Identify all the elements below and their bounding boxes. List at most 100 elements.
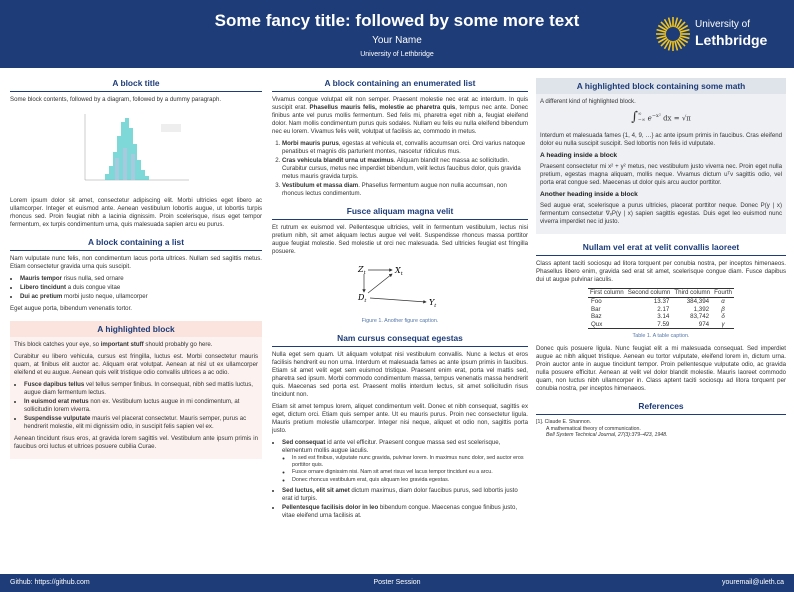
text: risus nulla, sed ornare [62,275,124,282]
block: Fusce aliquam magna velit Et rutrum ex e… [272,206,528,325]
paragraph: Donec quis posuere ligula. Nunc feugiat … [536,345,786,393]
block: References [1]. Claude E. Shannon. A mat… [536,401,786,438]
node-label: Zt [357,265,367,276]
node-sub: t [364,298,367,304]
logo-ray [657,24,668,32]
rect [137,160,141,180]
rect [131,154,135,180]
table-cell: 1,392 [693,305,710,313]
node-main: D [357,293,365,302]
footer-email[interactable]: youremail@uleth.ca [722,579,784,586]
text: a duis congue vitae [66,284,121,291]
list-item: Morbi mauris purus, egestas at vehicula … [282,140,528,156]
text: non ex. Vestibulum luctus augue in mi co… [24,398,240,413]
math-symbol: ∫ [631,109,638,125]
table-cell: Bar [590,305,601,313]
list-item: Mauris tempor risus nulla, sed ornare [20,275,262,283]
table-cell: Foo [590,297,602,305]
table-cell: 13.37 [653,297,670,305]
table-header: Fourth [712,288,734,298]
paragraph: Interdum et malesuada fames {1, 4, 9, …}… [540,132,782,148]
bold-text: Libero tincidunt [20,284,67,291]
block-title: Fusce aliquam magna velit [272,206,528,220]
logo-ray [656,35,667,40]
logo-ray [677,21,686,30]
footer-link[interactable]: Github: https://github.com [10,579,90,586]
list-item: Suspendisse vulputate mauris vel placera… [24,415,258,431]
sub-item: Fusce ornare dignissim nisi. Nam sit ame… [292,469,528,476]
table-row: Baz 3.14 83,742 δ [588,313,734,321]
table-row: Qux 7.59 974 γ [587,320,734,330]
heading: A heading inside a block [540,152,618,160]
table-header: Second column [625,288,673,298]
thead: First column Second column Third column Fou… [587,288,734,298]
block: Nullam vel erat at velit convallis laore… [536,242,786,393]
bold-text: Mauris tempor [20,275,62,282]
table-cell: 974 [672,320,713,330]
bold-text: Suspendisse vulputate [24,415,91,422]
logo-text: Lethbridge [695,32,768,48]
logo-ray [667,17,672,28]
line [367,273,393,294]
table-row: Foo 13.37 384,394 α [588,297,734,305]
text: . Phasellus fermentum augue non nulla ac… [282,182,507,197]
paragraph: Et rutrum ex euismod vel. Pellentesque u… [272,224,528,255]
text: morbi justo neque, ullamcorper [62,293,148,300]
poster-title: Some fancy title: followed by some more … [214,11,580,30]
list-item: Cras vehicula blandit urna ut maximus. A… [282,157,528,181]
header: Some fancy title: followed by some more … [0,0,794,68]
list-item: Vestibulum et massa diam. Phasellus ferm… [282,182,528,198]
logo-ray [667,40,672,51]
paragraph: Eget augue porta, bibendum venenatis tor… [10,305,132,312]
rect [109,166,113,180]
list: Sed consequat id ante vel efficitur. Pra… [272,439,528,520]
figure: Zt Xt Dt Yt [272,260,528,313]
rect [145,176,149,180]
bold-text: Fusce dapibus tellus [24,381,85,388]
g [656,17,690,51]
paragraph: Class aptent taciti sociosqu ad litora t… [536,260,786,284]
sub-list: In sed est finibus, vulputate nunc gravi… [282,455,528,483]
table-cell: Qux [587,320,626,330]
block: Nam cursus consequat egestas Nulla eget … [272,333,528,520]
ref-title: A mathematical theory of communication. [546,425,641,432]
rect [105,174,109,180]
table: First column Second column Third column Fou… [587,288,734,330]
text: should probably go here. [143,341,213,348]
logo-ray [679,28,690,33]
diagram: Zt Xt Dt Yt [357,265,437,309]
block-title: A block containing a list [10,237,262,251]
figure-caption: Figure 1. Another figure caption. [361,318,439,324]
block-title: A highlighted block containing some math [536,78,786,94]
logo-icon [656,17,690,51]
bold-text: Vestibulum et massa diam [282,182,359,189]
paragraph: A different kind of highlighted block. [540,98,636,105]
math-limit: ∞ [637,112,642,118]
list-item: Fusce dapibus tellus vel tellus semper f… [24,381,258,397]
block: A block containing an enumerated list Vi… [272,78,528,198]
text: , tempus nec ante. Donec finibus ante ve… [272,104,528,135]
logo-ray [677,38,686,47]
bold-text: Pellentesque facilisis dolor in leo [282,504,379,512]
block-title: A block title [10,78,262,92]
block: A block title Some block contents, follo… [10,78,262,229]
paragraph: Aenean tincidunt risus eros, at gravida … [14,435,258,450]
logo-ray [675,39,683,50]
list: Fusce dapibus tellus vel tellus semper f… [10,381,262,431]
block-title: A block containing an enumerated list [272,78,528,92]
tbody: Foo 13.37 384,394 α Bar 2.17 1,392 β Baz 3.14 83,7… [587,297,734,330]
footer-center: Poster Session [373,579,421,586]
tr: First column Second column Third column Fou… [587,288,734,298]
line [369,297,427,304]
g [115,148,135,180]
table-cell: 83,742 [690,313,710,321]
table-cell: 384,394 [686,297,710,305]
table-caption: Table 1. A table caption. [632,333,690,340]
figure [10,108,262,193]
node-sub: t [364,270,367,276]
block-title: References [536,401,786,416]
bold-text: Sed luctus, elit sit amet [282,487,350,495]
block-title: Nam cursus consequat egestas [272,333,528,347]
affiliation: University of Lethbridge [360,51,434,58]
